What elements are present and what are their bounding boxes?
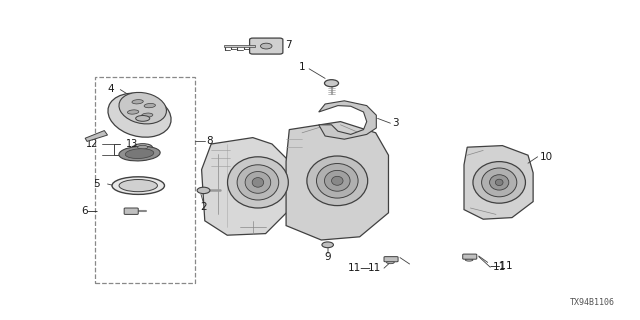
Ellipse shape <box>387 261 394 264</box>
Ellipse shape <box>112 177 164 195</box>
FancyBboxPatch shape <box>124 208 138 214</box>
Text: 13: 13 <box>126 139 138 149</box>
Ellipse shape <box>197 187 210 194</box>
Text: TX94B1106: TX94B1106 <box>570 298 614 307</box>
Text: 12: 12 <box>86 139 98 149</box>
FancyBboxPatch shape <box>250 38 283 54</box>
Ellipse shape <box>133 144 152 151</box>
Ellipse shape <box>482 168 517 197</box>
Ellipse shape <box>322 242 333 248</box>
Bar <box>95 77 195 283</box>
Text: 8: 8 <box>207 136 213 147</box>
Ellipse shape <box>495 179 503 186</box>
Text: 11: 11 <box>493 262 506 272</box>
Ellipse shape <box>307 156 367 206</box>
Text: 11—: 11— <box>348 263 371 273</box>
Ellipse shape <box>260 43 272 49</box>
Text: 7: 7 <box>285 40 291 50</box>
Ellipse shape <box>324 170 350 191</box>
Ellipse shape <box>465 259 473 261</box>
Ellipse shape <box>324 80 339 87</box>
Text: 1: 1 <box>300 62 306 72</box>
Ellipse shape <box>125 149 154 158</box>
Ellipse shape <box>237 165 279 200</box>
Text: 11: 11 <box>368 263 381 273</box>
Ellipse shape <box>136 116 150 121</box>
Ellipse shape <box>490 175 509 190</box>
Text: 4: 4 <box>108 84 114 94</box>
Ellipse shape <box>141 113 153 117</box>
Polygon shape <box>319 101 376 139</box>
Text: 10: 10 <box>540 152 553 162</box>
Ellipse shape <box>473 162 525 203</box>
Ellipse shape <box>119 92 166 124</box>
Ellipse shape <box>144 103 156 108</box>
Ellipse shape <box>119 180 157 192</box>
Text: 9: 9 <box>324 252 331 262</box>
Polygon shape <box>464 146 533 219</box>
Ellipse shape <box>317 164 358 198</box>
Text: 3: 3 <box>392 118 399 128</box>
Polygon shape <box>286 122 388 240</box>
Ellipse shape <box>138 145 148 149</box>
Text: 2: 2 <box>200 202 207 212</box>
Ellipse shape <box>332 176 343 185</box>
FancyBboxPatch shape <box>384 257 398 262</box>
Text: 6—: 6— <box>81 206 98 216</box>
Ellipse shape <box>252 178 264 187</box>
Polygon shape <box>202 138 288 235</box>
Ellipse shape <box>127 110 139 114</box>
Ellipse shape <box>108 93 171 137</box>
Bar <box>224 45 255 47</box>
FancyBboxPatch shape <box>463 254 477 259</box>
Ellipse shape <box>119 146 160 161</box>
Polygon shape <box>85 131 108 141</box>
Ellipse shape <box>245 172 271 193</box>
Ellipse shape <box>228 157 288 208</box>
Text: 5: 5 <box>93 179 100 189</box>
Text: —11: —11 <box>490 260 513 271</box>
Ellipse shape <box>132 100 143 104</box>
